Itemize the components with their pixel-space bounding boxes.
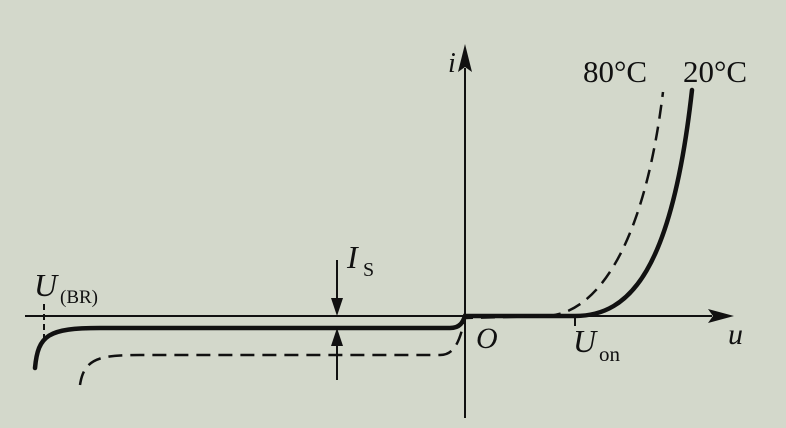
origin-label: O bbox=[476, 322, 498, 355]
curve-80c bbox=[78, 91, 665, 386]
current-axis-label: i bbox=[448, 48, 456, 79]
saturation-current-arrowhead-top bbox=[331, 298, 343, 316]
saturation-current-symbol: I bbox=[346, 239, 359, 275]
temperature-label-20c: 20°C bbox=[683, 54, 747, 89]
voltage-axis-label: u bbox=[728, 318, 743, 351]
voltage-axis-arrow bbox=[708, 309, 734, 323]
saturation-current-arrowhead-bottom bbox=[331, 328, 343, 346]
turn-on-voltage-subscript: on bbox=[599, 342, 621, 366]
turn-on-voltage-symbol: U bbox=[573, 323, 598, 359]
saturation-current-subscript: S bbox=[363, 259, 374, 281]
current-axis-arrow bbox=[458, 44, 472, 72]
breakdown-voltage-subscript: (BR) bbox=[60, 287, 98, 308]
temperature-label-80c: 80°C bbox=[583, 54, 647, 89]
breakdown-voltage-symbol: U bbox=[34, 267, 59, 303]
curve-20c bbox=[32, 87, 695, 371]
